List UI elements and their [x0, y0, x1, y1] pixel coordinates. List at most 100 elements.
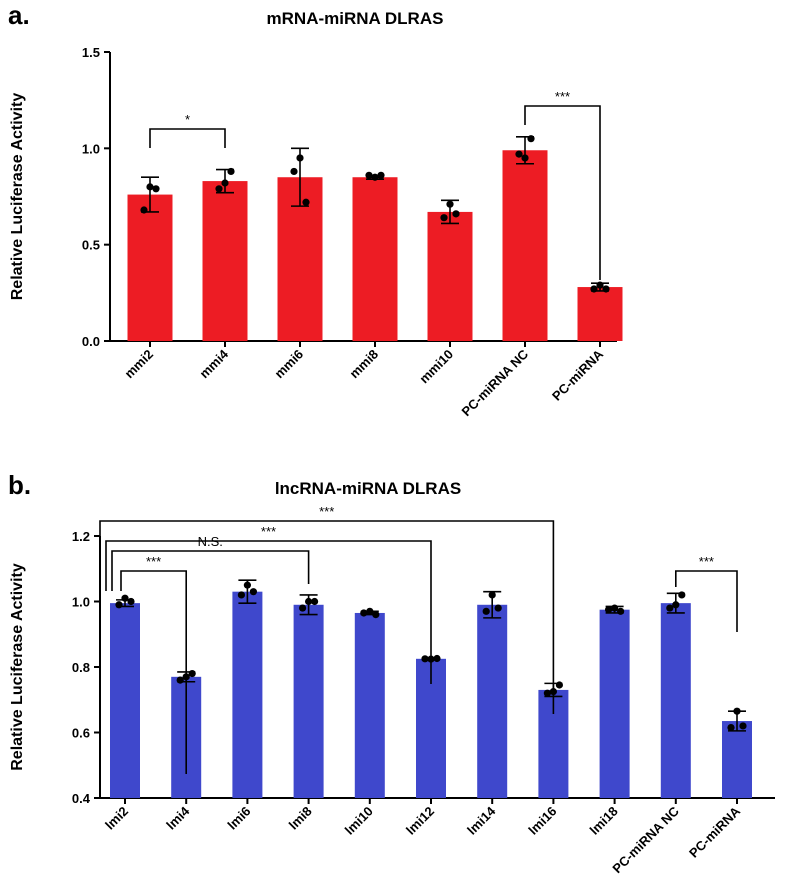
panel-a-data-point	[140, 206, 148, 214]
panel-a-y-axis-label: Relative Luciferase Activity	[9, 93, 26, 301]
panel-b-data-point	[433, 654, 441, 663]
panel-b-bar-lmi10	[354, 612, 385, 798]
panel-b-data-point	[127, 597, 135, 606]
panel-b-category-label: PC-miRNA	[686, 803, 744, 861]
panel-b-category-label: lmi18	[587, 804, 621, 838]
panel-a-title: mRNA-miRNA DLRAS	[267, 9, 444, 28]
panel-a-data-point	[440, 214, 448, 222]
panel-b-data-point	[605, 606, 613, 614]
panel-b-data-point	[366, 607, 374, 615]
panel-a-y-tick-label: 1.5	[82, 45, 100, 60]
panel-b-data-point	[237, 591, 245, 599]
panel-b-y-tick-label: 0.8	[72, 660, 90, 675]
panel-a-data-point	[221, 179, 229, 187]
panel-b-category-label: lmi8	[286, 804, 315, 833]
panel-a-data-point	[371, 173, 379, 181]
panel-a-data-point	[452, 210, 460, 218]
panel-b-bar-pc-mirna	[722, 721, 752, 798]
panel-a-bar-mmi2	[127, 194, 173, 341]
panel-b-data-point	[115, 601, 123, 609]
panel-a-data-point	[521, 154, 529, 162]
panel-a-y-tick-label: 0.5	[82, 238, 100, 253]
panel-a-data-point	[590, 285, 598, 293]
panel-b-data-point	[488, 591, 496, 599]
panel-a-category-label: PC-miRNA	[549, 346, 607, 404]
panel-b-y-tick-label: 0.6	[72, 726, 90, 741]
panel-b-data-point	[360, 609, 368, 617]
panel-b-category-label: lmi6	[225, 804, 254, 833]
panel-a-data-point	[602, 285, 610, 293]
panel-b-significance-bracket	[105, 540, 432, 684]
panel-a-data-point	[302, 198, 310, 206]
panel-b-data-point	[421, 655, 429, 663]
panel-a-data-point	[152, 185, 160, 193]
panel-a-data-point	[227, 167, 235, 176]
panel-b-bar-lmi6	[232, 591, 263, 798]
panel-a-significance-bracket	[149, 128, 226, 148]
panel-a-category-label: mmi6	[271, 347, 306, 382]
panel-a-bar-mmi8	[352, 177, 398, 341]
panel-b-data-point	[372, 611, 380, 619]
panel-b-data-point	[494, 604, 502, 612]
panel-b-y-tick-label: 1.0	[72, 595, 90, 610]
panel-b-bar-lmi18	[599, 609, 630, 798]
panel-a-data-point	[377, 171, 385, 179]
panel-b-data-point	[727, 723, 735, 732]
panel-a-data-point	[296, 154, 304, 162]
panel-b-significance-bracket	[99, 520, 555, 714]
panel-b-category-label: lmi14	[464, 803, 499, 838]
panel-a-y-tick-label: 0.0	[82, 334, 100, 349]
panel-b-data-point	[672, 601, 680, 609]
panel-a-category-label: PC-miRNA NC	[459, 346, 532, 419]
panel-b-significance-label: ***	[261, 524, 276, 539]
panel-a-data-point	[527, 135, 535, 143]
panel-b-significance-bracket	[120, 570, 187, 774]
panel-b-category-label: lmi12	[403, 804, 437, 838]
panel-a-category-label: mmi8	[346, 347, 381, 382]
panel-b-bar-lmi14	[477, 604, 508, 798]
panel-a-data-point	[215, 185, 223, 193]
panel-b-significance-label: ***	[699, 554, 714, 569]
panel-b-y-tick-label: 1.2	[72, 529, 90, 544]
panel-a-significance-label: *	[185, 112, 190, 127]
panel-b-y-tick-label: 0.4	[72, 791, 91, 806]
panel-a-bar-mmi10	[427, 211, 473, 341]
panel-b-data-point	[678, 591, 686, 599]
panel-a-significance-bracket	[524, 105, 601, 280]
panel-a-bar-mmi4	[202, 181, 248, 341]
panel-a-data-point	[596, 281, 604, 289]
panel-b-data-point	[311, 597, 319, 606]
panel-a-y-tick-label: 1.0	[82, 141, 100, 156]
panel-a-category-label: mmi10	[416, 347, 456, 387]
panel-b-data-point	[555, 681, 564, 689]
panel-b-data-point	[299, 604, 307, 612]
panel-b-bar-lmi8	[293, 604, 324, 798]
panel-b-significance-bracket	[111, 550, 310, 591]
panel-b-significance-label: ***	[146, 554, 161, 569]
panel-a-data-point	[290, 167, 298, 176]
panel-a-data-point	[146, 183, 154, 191]
panel-b-y-axis-label: Relative Luciferase Activity	[9, 563, 26, 771]
panel-a-significance-label: ***	[555, 89, 570, 104]
panel-b-title: lncRNA-miRNA DLRAS	[275, 479, 461, 498]
panel-b-data-point	[543, 689, 552, 697]
panel-a-letter: a.	[8, 0, 30, 30]
panel-b-data-point	[305, 597, 313, 606]
panel-b-category-label: lmi16	[525, 804, 559, 838]
panel-a-bar-pc-mirna	[577, 287, 623, 341]
panel-b-category-label: lmi4	[163, 803, 193, 833]
panel-b-data-point	[176, 676, 184, 684]
panel-b-data-point	[617, 607, 625, 615]
panel-a-data-point	[446, 200, 454, 208]
panel-b-significance-label: ***	[319, 504, 334, 519]
panel-b-data-point	[739, 722, 747, 730]
panel-b-data-point	[482, 607, 490, 615]
panel-a-data-point	[365, 171, 373, 179]
panel-a-category-label: mmi4	[196, 346, 231, 381]
panel-b-bar-pc-mirna-nc	[660, 603, 691, 798]
panel-b-data-point	[611, 604, 619, 612]
panel-a-category-label: mmi2	[121, 347, 156, 382]
panel-b-category-label: lmi2	[102, 804, 131, 833]
panel-b-data-point	[243, 581, 251, 589]
